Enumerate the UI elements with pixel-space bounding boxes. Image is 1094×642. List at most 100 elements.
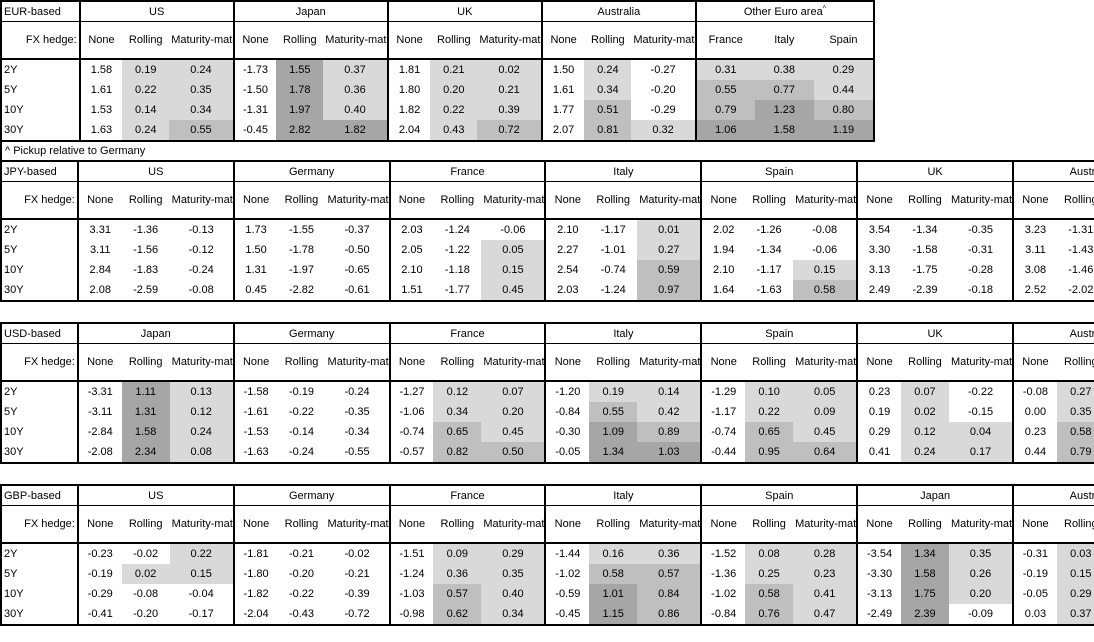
column-header: Maturity-matched <box>169 505 234 544</box>
column-header: None <box>232 343 278 382</box>
value-cell: 1.63 <box>78 120 123 141</box>
column-header: Rolling <box>122 21 170 60</box>
value-cell: -1.26 <box>756 224 782 236</box>
column-header: Rolling <box>433 343 482 382</box>
column-header: None <box>76 343 122 382</box>
value-cell: -1.58 <box>912 244 938 256</box>
value-cell: -1.52 <box>700 543 746 564</box>
value-cell: 0.24 <box>122 120 170 141</box>
value-cell: 0.21 <box>430 59 478 80</box>
value-cell: -0.05 <box>544 442 590 463</box>
column-header: Maturity-matched <box>631 21 696 60</box>
tenor-label: 30Y <box>4 608 24 620</box>
value-cell: -0.98 <box>388 604 434 625</box>
value-cell: -1.34 <box>912 224 938 236</box>
group-header-germany: Germany <box>232 161 390 182</box>
value-cell: 0.43 <box>430 120 478 141</box>
value-cell: 1.01 <box>589 584 638 604</box>
column-header: Maturity-matched <box>323 21 388 60</box>
column-header: None <box>388 505 434 544</box>
value-cell: -0.05 <box>1012 584 1057 604</box>
value-cell: -1.63 <box>232 442 278 463</box>
group-header-australia: Australia <box>1012 161 1094 182</box>
value-cell: 0.07 <box>481 381 546 402</box>
value-cell: 0.02 <box>477 59 542 80</box>
column-header: None <box>544 181 590 220</box>
value-cell: 2.34 <box>121 442 170 463</box>
value-cell: -0.55 <box>344 446 370 458</box>
column-header: France <box>694 21 755 60</box>
value-cell: 1.34 <box>900 543 949 564</box>
value-cell: 3.11 <box>76 240 122 260</box>
value-cell: -0.19 <box>288 386 315 398</box>
value-cell: -0.08 <box>133 588 159 600</box>
column-header: Maturity-matched <box>169 181 234 220</box>
column-header: Rolling <box>584 21 632 60</box>
value-cell: -1.58 <box>232 381 278 402</box>
value-cell: -1.73 <box>232 59 277 80</box>
group-header-spain: Spain <box>700 485 858 506</box>
value-cell: 0.57 <box>637 564 702 584</box>
value-cell: 2.27 <box>544 240 590 260</box>
value-cell: -1.97 <box>288 264 315 276</box>
column-header: Rolling <box>433 505 482 544</box>
spacer <box>0 464 1094 484</box>
value-cell: 0.45 <box>232 280 278 301</box>
group-header-japan: Japan <box>76 323 234 344</box>
column-header: None <box>388 343 434 382</box>
column-header: Spain <box>813 21 874 60</box>
value-cell: 1.34 <box>589 442 638 463</box>
value-cell: 0.22 <box>745 402 794 422</box>
value-cell: 0.12 <box>169 402 234 422</box>
value-cell: -0.22 <box>967 386 994 398</box>
column-header: Rolling <box>589 181 638 220</box>
value-cell: -2.08 <box>76 442 122 463</box>
group-header-us: US <box>76 485 234 506</box>
value-cell: 0.35 <box>481 564 546 584</box>
value-cell: 0.45 <box>793 422 858 442</box>
value-cell: 0.81 <box>584 120 632 141</box>
value-cell: -0.41 <box>76 604 122 625</box>
column-header: Rolling <box>900 505 949 544</box>
value-cell: -1.17 <box>700 402 746 422</box>
value-cell: 0.23 <box>856 381 901 402</box>
value-cell: -1.24 <box>600 284 626 296</box>
column-header-row: FX hedge:NoneRollingMaturity-matchedNone… <box>1 343 1094 382</box>
tenor-label: 30Y <box>4 284 24 296</box>
value-cell: 1.19 <box>813 120 874 141</box>
column-header: Maturity-matched <box>481 343 546 382</box>
group-header-spain: Spain <box>700 323 858 344</box>
value-cell: 1.94 <box>700 240 746 260</box>
value-cell: -0.12 <box>188 244 214 256</box>
value-cell: -1.44 <box>544 543 590 564</box>
value-cell: -2.59 <box>133 284 159 296</box>
group-header-spain: Spain <box>700 161 858 182</box>
column-header-row: FX hedge:NoneRollingMaturity-matchedNone… <box>1 181 1094 220</box>
value-cell: -0.02 <box>344 548 370 560</box>
table-header-row: USD-based Japan Germany France Italy Spain UK A… <box>1 323 1094 344</box>
column-header: Rolling <box>900 343 949 382</box>
data-table: EUR-based US Japan UK Australia Other Euro ar… <box>0 0 875 142</box>
table-row: 5Y 1.61 0.22 0.35 -1.50 1.78 0.36 1.80 0.20 0.21 1… <box>1 80 874 100</box>
column-header: Rolling <box>277 505 326 544</box>
tenor-label: 10Y <box>4 588 24 600</box>
value-cell: 2.03 <box>388 219 434 240</box>
value-cell: 0.08 <box>169 442 234 463</box>
group-header-australia: Australia <box>1012 323 1094 344</box>
value-cell: 1.55 <box>276 59 324 80</box>
value-cell: 0.32 <box>631 120 696 141</box>
value-cell: 0.36 <box>433 564 482 584</box>
value-cell: 0.35 <box>948 543 1014 564</box>
value-cell: 0.36 <box>323 80 388 100</box>
value-cell: 0.31 <box>694 59 755 80</box>
value-cell: 0.02 <box>121 564 170 584</box>
value-cell: -0.27 <box>650 64 676 76</box>
column-header: None <box>540 21 585 60</box>
base-currency-label: GBP-based <box>1 485 78 506</box>
column-header: Italy <box>754 21 814 60</box>
value-cell: 2.03 <box>544 280 590 301</box>
value-cell: 0.42 <box>637 402 702 422</box>
tenor-label: 30Y <box>4 124 24 136</box>
value-cell: 1.97 <box>276 100 324 120</box>
column-header: None <box>856 505 901 544</box>
